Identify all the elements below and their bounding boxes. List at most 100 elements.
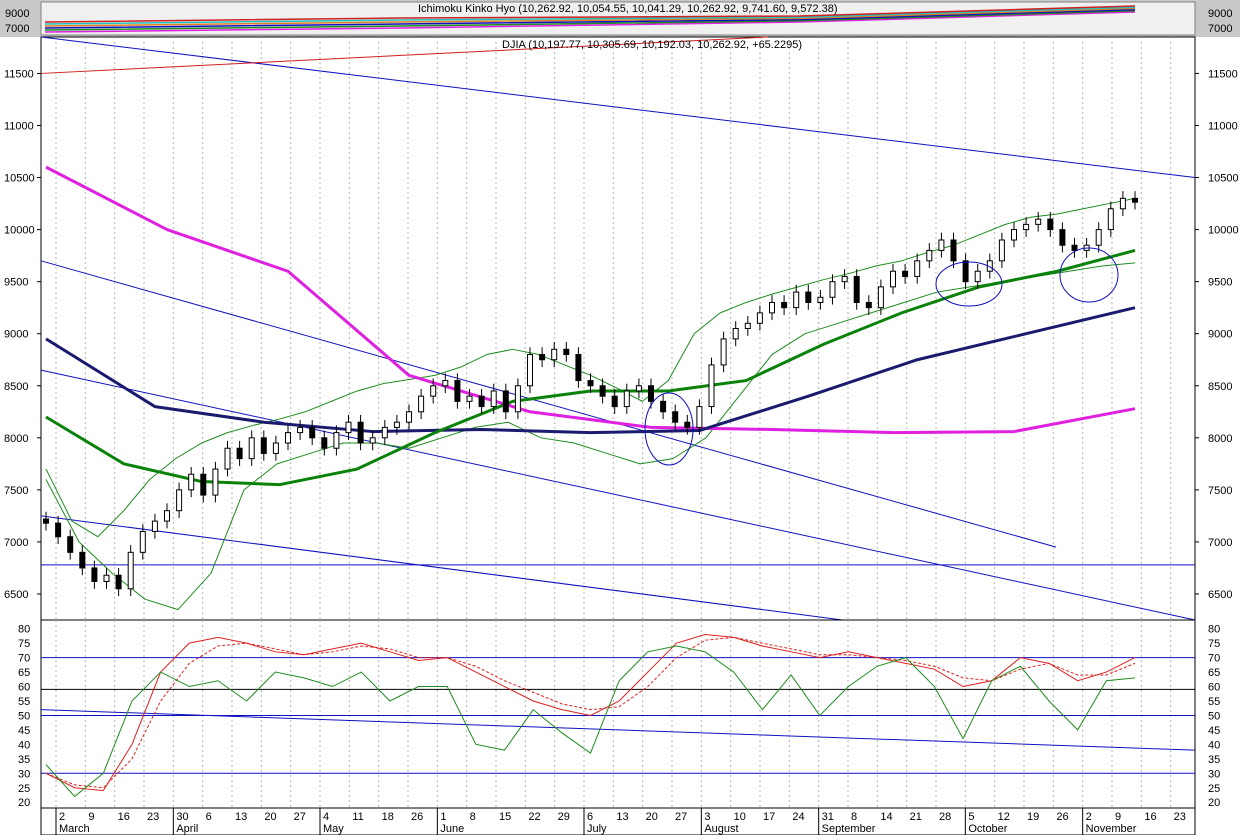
x-tick-label: 13 [235,811,247,823]
x-tick-label: 9 [1115,811,1121,823]
candle-body [212,468,219,496]
candle-body [902,270,909,277]
x-tick-label: 21 [910,811,922,823]
candle-body [974,270,981,283]
candle-body [877,286,884,309]
x-tick-label: 14 [880,811,892,823]
oscillator-line-solid-green [45,645,1136,798]
candle-body [599,385,606,397]
candle-body [684,421,691,428]
overview-band [44,11,1136,33]
candle-body [1035,218,1042,225]
osc-trendline [40,709,1196,751]
candle-body [418,395,425,413]
y-tick-label-left: 7000 [4,537,28,549]
candle-body [938,239,945,251]
x-tick-label: 23 [147,811,159,823]
candle-body [527,354,533,387]
magenta-average [45,165,1136,435]
x-tick-label: 27 [675,811,687,823]
candle-body [696,406,703,428]
x-tick-label: 26 [1056,811,1068,823]
x-tick-label: 12 [998,811,1010,823]
candle-body [1047,218,1054,231]
osc-tick-label-left: 40 [18,739,30,751]
osc-tick-label-left: 25 [18,783,30,795]
x-tick-label: 2 [1086,811,1092,823]
x-tick-label: 17 [763,811,775,823]
oscillator-y-axis: 20 20 25 25 30 30 35 35 40 40 45 45 50 50 55 55 60 60 65 65… [18,624,1220,810]
candle-body [381,426,388,439]
month-label: March [59,823,90,835]
oscillator-lines [45,633,1136,798]
candle-body [478,395,485,408]
candle-body [79,551,86,569]
osc-tick-label-left: 55 [18,696,30,708]
y-tick-label-left: 6500 [4,589,28,601]
y-tick-label-right: 8000 [1208,433,1232,445]
y-tick-label-right: 6500 [1208,589,1232,601]
price-y-axis: 6500 6500 7000 7000 7500 7500 8000 8000 8500 8500… [4,68,1239,601]
price-grid [55,37,1172,620]
candle-body [1132,197,1138,203]
x-tick-label: 4 [323,811,329,823]
annotation-circle [935,261,1003,307]
candle-body [514,385,521,413]
candle-body [490,390,497,408]
x-tick-label: 20 [264,811,276,823]
candle-body [236,447,243,460]
candle-body [393,421,400,428]
month-label: October [968,823,1007,835]
candle-body [272,442,279,454]
y-tick-label-right: 10000 [1208,225,1239,237]
osc-tick-label-right: 55 [1208,696,1220,708]
ichimoku-title: Ichimoku Kinko Hyo (10,262.92, 10,054.55… [418,3,838,15]
month-label: June [440,823,464,835]
x-tick-label: 31 [822,811,834,823]
osc-tick-label-right: 35 [1208,754,1220,766]
overview-band [44,7,1136,27]
candle-body [623,390,630,408]
osc-tick-label-left: 45 [18,725,30,737]
x-tick-label: 3 [704,811,710,823]
annotation-circle [644,392,694,466]
osc-tick-label-left: 50 [18,710,30,722]
candle-body [103,574,110,582]
top-tick-right-9000: 9000 [1208,8,1232,20]
candle-body [672,411,679,423]
osc-tick-label-right: 75 [1208,638,1220,650]
date-axis: 2 9 16 23 30 6 13 20 27 4 11 18 26 1 8 15 22 29 6 13 20 27 3 10… [40,807,1196,836]
candle-body [164,510,170,522]
x-tick-label: 6 [206,811,212,823]
navy-average [45,306,1136,435]
candle-body [1011,229,1017,241]
trendline [40,515,843,621]
candle-body [67,536,74,553]
y-tick-label-right: 9000 [1208,329,1232,341]
month-label: November [1086,823,1137,835]
candle-body [248,437,255,460]
osc-tick-label-right: 25 [1208,783,1220,795]
annotation-circles [644,247,1119,466]
candle-body [127,551,134,590]
osc-tick-label-right: 65 [1208,667,1220,679]
x-tick-label: 5 [968,811,974,823]
x-tick-label: 24 [792,811,804,823]
candle-body [1023,223,1030,231]
candle-body [502,390,509,413]
overview-band [44,8,1136,29]
x-tick-label: 29 [558,811,570,823]
candle-body [139,531,146,553]
month-label: August [704,823,738,835]
x-tick-label: 11 [352,811,363,823]
y-tick-label-left: 11500 [4,68,34,80]
osc-tick-label-left: 35 [18,754,30,766]
candle-body [430,385,437,397]
x-tick-label: 20 [646,811,658,823]
overview-band [44,10,1136,31]
candle-body [406,411,412,423]
x-tick-label: 26 [411,811,423,823]
osc-tick-label-left: 75 [18,638,30,650]
osc-tick-label-left: 70 [18,653,30,665]
